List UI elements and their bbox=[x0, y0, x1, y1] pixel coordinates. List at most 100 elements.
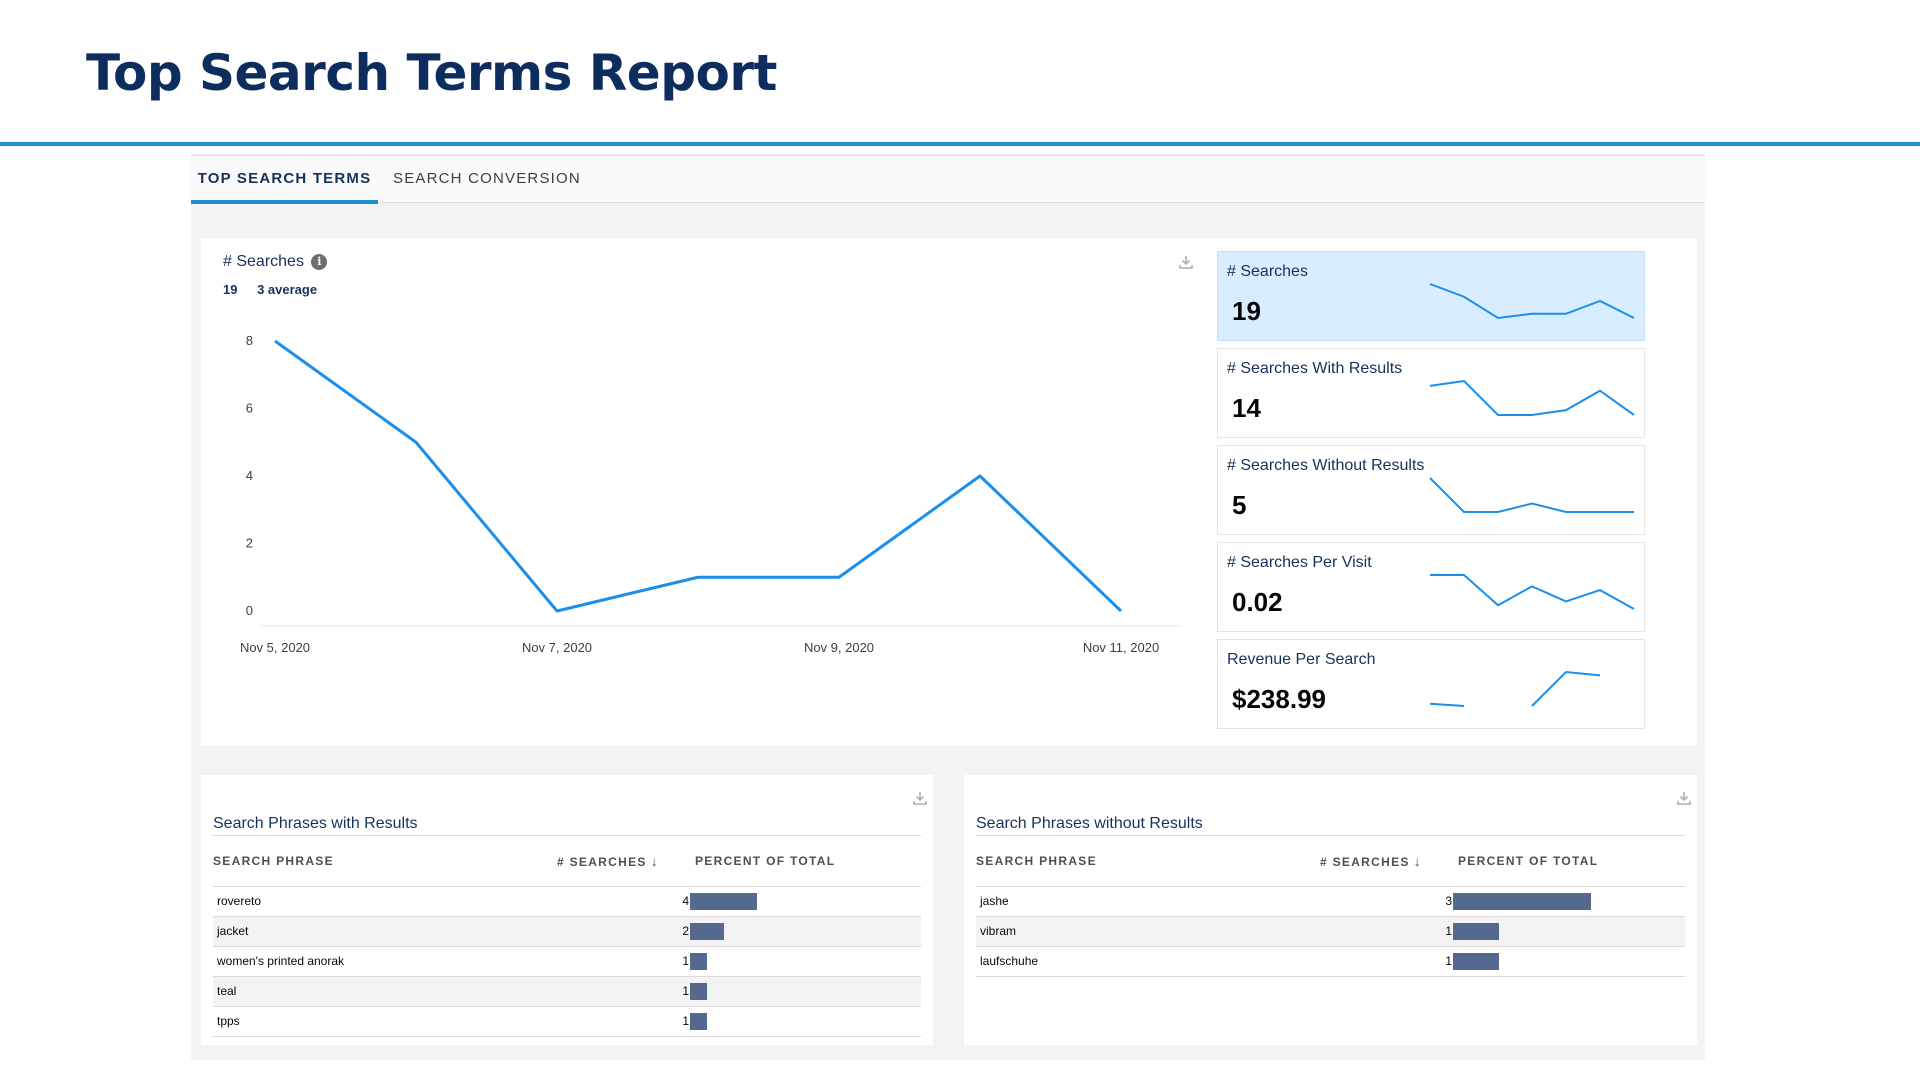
slide-title: Top Search Terms Report bbox=[86, 44, 777, 102]
chart-total: 19 bbox=[223, 282, 238, 297]
searches-chart-card: # Searches i 19 3 average 0 2 4 6 8 Nov 5, 20… bbox=[201, 238, 1697, 746]
x-tick-label: Nov 7, 2020 bbox=[522, 640, 592, 655]
table-row[interactable]: jashe 3 bbox=[976, 887, 1685, 917]
search-count: 2 bbox=[682, 924, 689, 938]
download-icon[interactable] bbox=[1675, 789, 1693, 807]
sparkline-path bbox=[1531, 670, 1601, 707]
title-divider bbox=[0, 142, 1920, 146]
chart-title-text: # Searches bbox=[223, 253, 304, 270]
table-header: SEARCH PHRASE # SEARCHES ↓ PERCENT OF TOTAL bbox=[213, 835, 921, 887]
search-phrase: women's printed anorak bbox=[217, 954, 345, 968]
kpi-tile[interactable]: # Searches Without Results 5 bbox=[1217, 445, 1645, 535]
search-count: 4 bbox=[682, 894, 689, 908]
column-header-searches[interactable]: # SEARCHES ↓ bbox=[557, 836, 658, 887]
percent-bar bbox=[1453, 893, 1591, 910]
report-frame: TOP SEARCH TERMS SEARCH CONVERSION # Sea… bbox=[191, 154, 1705, 1060]
percent-bar bbox=[690, 893, 757, 910]
sparkline-path bbox=[1429, 477, 1634, 513]
search-count: 1 bbox=[1445, 924, 1452, 938]
percent-bar bbox=[690, 923, 724, 940]
sparkline-path bbox=[1430, 574, 1635, 610]
percent-bar bbox=[690, 983, 707, 1000]
arrow-down-icon: ↓ bbox=[1413, 853, 1421, 869]
table-title: Search Phrases without Results bbox=[976, 815, 1203, 832]
kpi-tile[interactable]: # Searches With Results 14 bbox=[1217, 348, 1645, 438]
table-row[interactable]: tpps 1 bbox=[213, 1007, 921, 1037]
kpi-label: # Searches bbox=[1227, 263, 1308, 280]
column-header-phrase[interactable]: SEARCH PHRASE bbox=[213, 854, 334, 868]
kpi-value: 14 bbox=[1232, 393, 1261, 423]
kpi-label: Revenue Per Search bbox=[1227, 651, 1376, 668]
kpi-value: 5 bbox=[1232, 490, 1247, 520]
sparkline-path bbox=[1429, 702, 1465, 707]
tab-bar: TOP SEARCH TERMS SEARCH CONVERSION bbox=[191, 154, 1705, 204]
phrases-without-results-card: Search Phrases without Results SEARCH PHR… bbox=[964, 775, 1697, 1045]
search-phrase: tpps bbox=[217, 1014, 240, 1028]
x-tick-label: Nov 11, 2020 bbox=[1083, 640, 1159, 655]
phrases-with-results-card: Search Phrases with Results SEARCH PHRASE… bbox=[201, 775, 933, 1045]
sparkline-path bbox=[1429, 283, 1635, 320]
search-phrase: laufschuhe bbox=[980, 954, 1039, 968]
table-row[interactable]: laufschuhe 1 bbox=[976, 947, 1685, 977]
table-title: Search Phrases with Results bbox=[213, 815, 418, 832]
kpi-tile[interactable]: # Searches Per Visit 0.02 bbox=[1217, 542, 1645, 632]
y-tick-label: 2 bbox=[246, 536, 253, 551]
column-header-searches[interactable]: # SEARCHES ↓ bbox=[1320, 836, 1421, 887]
info-icon[interactable]: i bbox=[311, 254, 328, 270]
kpi-sparkline bbox=[1429, 670, 1601, 707]
column-header-percent[interactable]: PERCENT OF TOTAL bbox=[1458, 854, 1599, 868]
column-header-searches-label: # SEARCHES bbox=[1320, 855, 1410, 869]
percent-bar bbox=[690, 953, 707, 970]
kpi-value: $238.99 bbox=[1232, 684, 1326, 714]
table-row[interactable]: rovereto 4 bbox=[213, 887, 921, 917]
kpi-label: # Searches Without Results bbox=[1227, 457, 1425, 474]
table-row[interactable]: vibram 1 bbox=[976, 917, 1685, 947]
kpi-sparkline bbox=[1430, 574, 1635, 610]
sparkline-path bbox=[1429, 379, 1635, 416]
chart-summary: 19 3 average bbox=[223, 282, 317, 297]
kpi-tile[interactable]: Revenue Per Search $238.99 bbox=[1217, 639, 1645, 729]
table-row[interactable]: women's printed anorak 1 bbox=[213, 947, 921, 977]
percent-bar bbox=[1453, 953, 1499, 970]
search-phrase: teal bbox=[217, 984, 237, 998]
kpi-label: # Searches With Results bbox=[1227, 360, 1403, 377]
search-phrase: vibram bbox=[980, 924, 1017, 938]
kpi-sparkline bbox=[1429, 283, 1635, 320]
table-row[interactable]: jacket 2 bbox=[213, 917, 921, 947]
searches-series-line bbox=[274, 339, 1123, 613]
chart-title: # Searches i bbox=[223, 253, 328, 271]
kpi-value: 19 bbox=[1232, 296, 1261, 326]
column-header-phrase[interactable]: SEARCH PHRASE bbox=[976, 854, 1097, 868]
search-count: 1 bbox=[682, 954, 689, 968]
kpi-sparkline bbox=[1429, 477, 1634, 513]
table-row[interactable]: teal 1 bbox=[213, 977, 921, 1007]
column-header-percent[interactable]: PERCENT OF TOTAL bbox=[695, 854, 836, 868]
x-tick-label: Nov 9, 2020 bbox=[804, 640, 874, 655]
y-tick-label: 8 bbox=[246, 333, 253, 348]
y-tick-label: 4 bbox=[246, 468, 253, 483]
searches-line-chart: 0 2 4 6 8 Nov 5, 2020 Nov 7, 2020 Nov 9, 2020 No… bbox=[240, 333, 1181, 655]
percent-bar bbox=[690, 1013, 707, 1030]
tab-search-conversion[interactable]: SEARCH CONVERSION bbox=[393, 170, 581, 187]
kpi-value: 0.02 bbox=[1232, 587, 1283, 617]
search-count: 1 bbox=[682, 984, 689, 998]
search-count: 1 bbox=[682, 1014, 689, 1028]
kpi-label: # Searches Per Visit bbox=[1227, 554, 1372, 571]
download-icon[interactable] bbox=[1177, 253, 1195, 271]
y-tick-label: 6 bbox=[246, 401, 253, 416]
search-count: 1 bbox=[1445, 954, 1452, 968]
search-phrase: jacket bbox=[217, 924, 249, 938]
download-icon[interactable] bbox=[911, 789, 929, 807]
percent-bar bbox=[1453, 923, 1499, 940]
kpi-sparkline bbox=[1429, 379, 1635, 416]
chart-average: 3 average bbox=[257, 282, 318, 297]
search-count: 3 bbox=[1445, 894, 1452, 908]
search-phrase: jashe bbox=[980, 894, 1009, 908]
x-tick-label: Nov 5, 2020 bbox=[240, 640, 310, 655]
tab-top-search-terms[interactable]: TOP SEARCH TERMS bbox=[191, 156, 378, 204]
search-phrase: rovereto bbox=[217, 894, 262, 908]
column-header-searches-label: # SEARCHES bbox=[557, 855, 647, 869]
arrow-down-icon: ↓ bbox=[650, 853, 658, 869]
kpi-tile[interactable]: # Searches 19 bbox=[1217, 251, 1645, 341]
y-tick-label: 0 bbox=[246, 603, 253, 618]
